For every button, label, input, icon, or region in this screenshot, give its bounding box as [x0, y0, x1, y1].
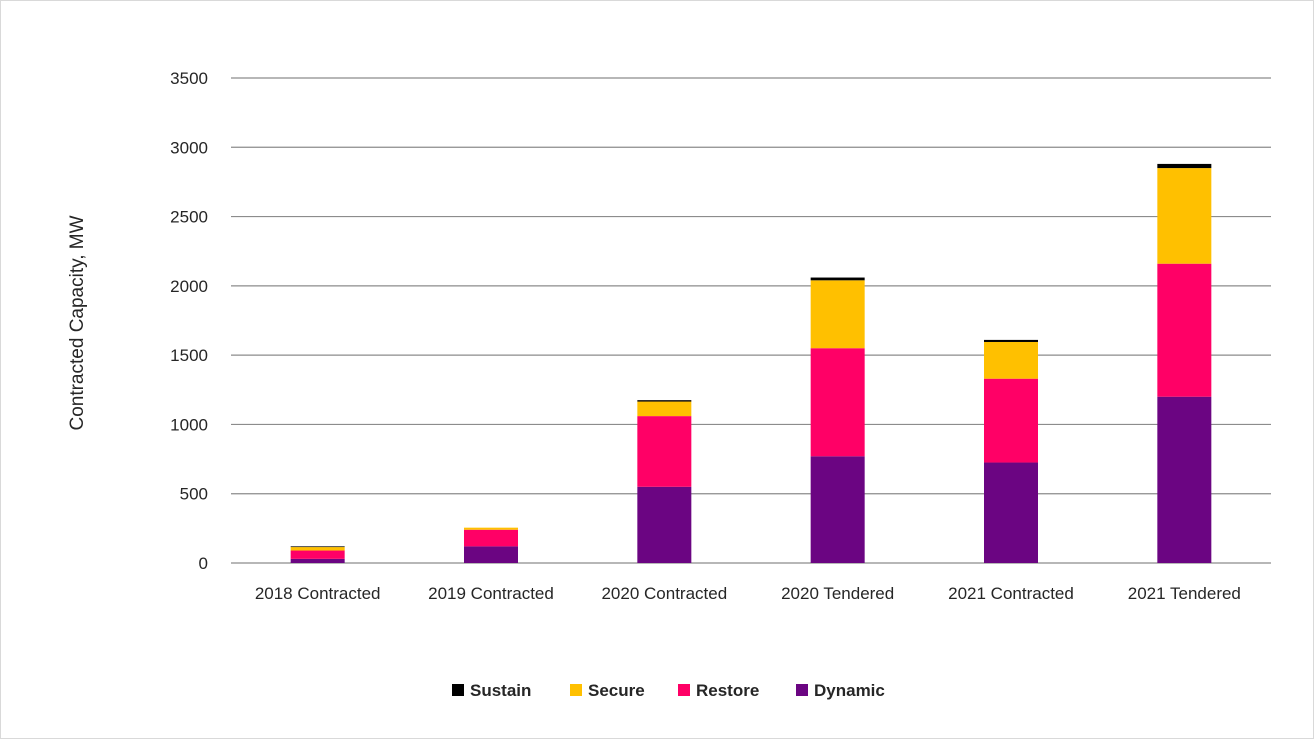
x-tick-label: 2021 Contracted: [948, 584, 1074, 603]
legend-swatch-secure: [570, 684, 582, 696]
bar-segment-secure: [637, 401, 692, 417]
y-tick-label: 3000: [170, 138, 208, 157]
bar-segment-restore: [637, 416, 692, 487]
x-tick-label: 2018 Contracted: [255, 584, 381, 603]
bars: [290, 163, 1212, 563]
bar-segment-secure: [290, 547, 345, 551]
y-axis-label: Contracted Capacity, MW: [67, 215, 88, 430]
gridlines: [231, 77, 1271, 564]
bar-segment-restore: [290, 550, 345, 559]
bar-segment-dynamic: [637, 486, 692, 563]
y-axis-ticks: 0 500 1000 1500 2000 2500 3000 3500: [170, 69, 208, 573]
bar-segment-sustain: [637, 400, 692, 402]
bar-segment-restore: [984, 378, 1038, 463]
x-tick-label: 2021 Tendered: [1128, 584, 1241, 603]
bar-segment-sustain: [984, 339, 1038, 342]
legend-label-secure: Secure: [588, 681, 645, 700]
bar-segment-dynamic: [984, 462, 1038, 563]
legend-swatch-dynamic: [796, 684, 808, 696]
bar-segment-sustain: [290, 546, 345, 548]
y-tick-label: 2000: [170, 277, 208, 296]
bar-segment-secure: [1157, 168, 1212, 264]
legend: Sustain Secure Restore Dynamic: [452, 681, 885, 700]
bar-segment-dynamic: [810, 456, 865, 563]
y-tick-label: 1500: [170, 346, 208, 365]
legend-swatch-sustain: [452, 684, 464, 696]
legend-label-dynamic: Dynamic: [814, 681, 885, 700]
y-tick-label: 2500: [170, 208, 208, 227]
bar-segment-restore: [1157, 263, 1212, 397]
bar-segment-sustain: [1157, 163, 1212, 169]
x-tick-label: 2020 Contracted: [601, 584, 727, 603]
bar-segment-secure: [464, 527, 518, 530]
y-tick-label: 1000: [170, 415, 208, 434]
x-tick-label: 2019 Contracted: [428, 584, 554, 603]
legend-swatch-restore: [678, 684, 690, 696]
bar-segment-restore: [464, 529, 518, 547]
y-tick-label: 500: [180, 485, 208, 504]
bar-segment-dynamic: [1157, 396, 1212, 563]
bar-segment-restore: [810, 348, 865, 457]
y-tick-label: 0: [199, 554, 208, 573]
legend-label-restore: Restore: [696, 681, 759, 700]
y-tick-label: 3500: [170, 69, 208, 88]
x-axis-ticks: 2018 Contracted 2019 Contracted 2020 Contr…: [255, 584, 1241, 603]
bar-segment-dynamic: [290, 558, 345, 563]
bar-segment-secure: [984, 341, 1038, 379]
x-tick-label: 2020 Tendered: [781, 584, 894, 603]
bar-segment-dynamic: [464, 546, 518, 563]
bar-segment-sustain: [810, 277, 865, 281]
legend-label-sustain: Sustain: [470, 681, 531, 700]
bar-segment-secure: [810, 280, 865, 349]
